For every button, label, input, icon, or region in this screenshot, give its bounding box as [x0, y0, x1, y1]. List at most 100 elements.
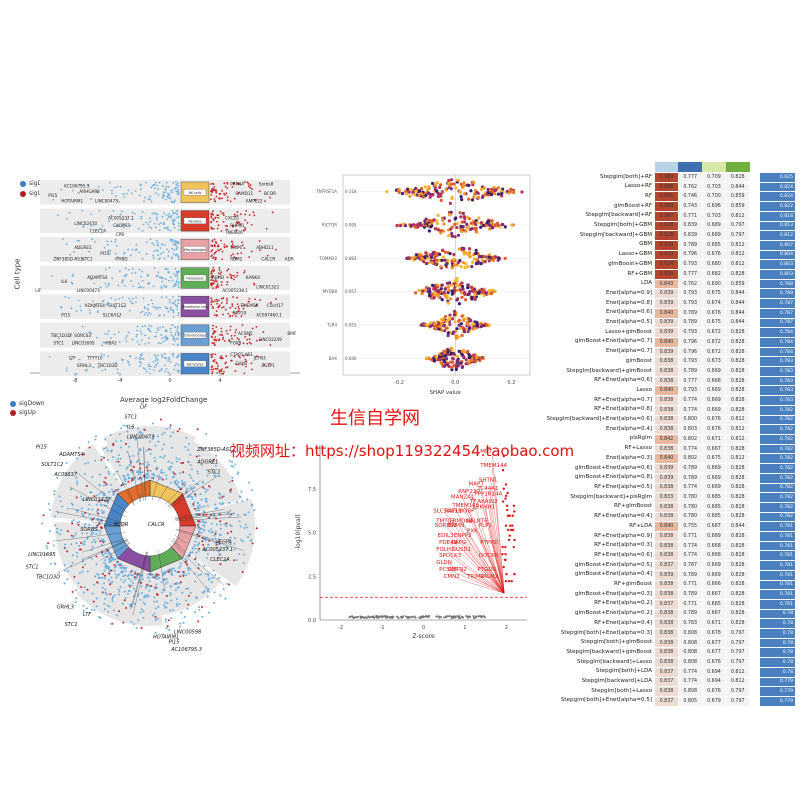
heatmap-row: GBM 0.939 0.789 0.685 0.812 0.807 — [540, 239, 795, 251]
circos-point — [214, 464, 217, 467]
shap-point — [458, 288, 462, 292]
deg-down-point — [168, 193, 171, 196]
shap-point — [420, 291, 424, 296]
circos-point — [230, 464, 233, 467]
circos-leader-line — [171, 540, 225, 586]
circos-point — [192, 504, 195, 507]
deg-down-point — [175, 272, 178, 275]
deg-up-point — [225, 355, 228, 358]
deg-down-point — [173, 239, 176, 242]
deg-down-point — [135, 335, 138, 338]
circos-point — [75, 542, 78, 545]
deg-up-point — [237, 191, 240, 194]
deg-down-point — [145, 252, 148, 255]
circos-point — [108, 491, 111, 494]
circos-point — [125, 424, 128, 427]
shap-point — [493, 223, 497, 227]
metric-cell: 0.675 — [701, 317, 727, 329]
metric-cell: 0.676 — [701, 424, 727, 435]
metric-cell: 0.800 — [677, 414, 703, 426]
volcano-gene-label: TMEM165 — [451, 503, 479, 509]
circos-leader-line — [174, 534, 187, 544]
circos-point — [145, 449, 148, 452]
circos-point — [156, 435, 159, 438]
deg-up-point — [241, 363, 244, 366]
circos-point — [235, 559, 238, 562]
shap-point — [434, 219, 439, 223]
circos-point — [74, 601, 77, 604]
circos-point — [246, 498, 249, 501]
deg-down-point — [142, 223, 145, 226]
deg-up-point — [210, 272, 213, 275]
metric-cell: 0.844 — [725, 307, 751, 319]
metric-cell: 0.783 — [677, 618, 703, 630]
deg-up-point — [253, 282, 255, 285]
shap-point — [475, 230, 479, 234]
deg-down-point — [140, 188, 142, 191]
deg-down-point — [110, 337, 112, 340]
deg-up-point — [226, 297, 228, 300]
circos-point — [114, 573, 117, 576]
model-name: RF+Enet[alpha=0.4] — [594, 513, 653, 520]
shap-point — [455, 279, 459, 283]
shap-point — [428, 357, 432, 361]
circos-point — [237, 471, 240, 474]
shap-point — [448, 251, 452, 256]
deg-up-point — [234, 370, 237, 373]
shap-point — [444, 188, 448, 192]
circos-point — [164, 620, 167, 623]
mean-bar: 0.779 — [759, 677, 795, 688]
shap-point — [447, 234, 451, 238]
deg-up-point — [243, 269, 246, 272]
metric-cell: 0.797 — [725, 637, 751, 649]
volcano-sig-point — [504, 483, 508, 486]
deg-down-point — [172, 182, 175, 184]
circos-point — [146, 461, 149, 464]
deg-down-point — [150, 325, 153, 328]
heatmap-gap — [750, 561, 760, 571]
circos-point — [217, 538, 220, 541]
deg-down-point — [140, 217, 142, 220]
deg-up-point — [219, 273, 222, 276]
heatmap-gap — [750, 182, 760, 192]
shap-point — [436, 320, 440, 324]
deg-down-point — [161, 215, 164, 218]
circos-point — [46, 547, 49, 550]
deg-down-point — [149, 198, 151, 201]
deg-down-point — [149, 195, 151, 198]
circos-point — [197, 530, 200, 533]
circos-point — [98, 484, 101, 487]
gene-label: LTF — [69, 356, 76, 361]
circos-point — [95, 503, 98, 506]
deg-up-point — [220, 306, 223, 309]
deg-down-point — [114, 241, 117, 243]
deg-down-point — [154, 181, 157, 184]
circos-point — [56, 530, 59, 533]
shap-point — [446, 331, 450, 335]
shap-x-tick-label: 0.2 — [507, 380, 515, 386]
deg-down-point — [116, 185, 119, 188]
circos-point — [110, 488, 113, 491]
deg-up-point — [235, 315, 237, 318]
circos-point — [122, 575, 125, 578]
deg-down-point — [127, 248, 130, 251]
deg-down-point — [77, 192, 80, 195]
deg-down-point — [160, 285, 163, 288]
deg-down-point — [168, 194, 170, 197]
deg-up-point — [212, 279, 214, 282]
gene-label: LINC01322 — [256, 284, 279, 289]
model-name: Enet[alpha=0.6] — [605, 309, 653, 316]
deg-up-point — [251, 187, 253, 190]
circos-point — [127, 445, 130, 448]
circos-point — [110, 622, 113, 625]
circos-point — [156, 475, 159, 478]
metric-cell: 0.774 — [677, 540, 703, 552]
circos-point — [197, 525, 200, 528]
deg-down-point — [57, 337, 60, 340]
circos-point — [227, 511, 230, 514]
circos-point — [143, 428, 146, 431]
deg-down-point — [169, 360, 172, 363]
deg-up-point — [255, 325, 258, 328]
deg-down-point — [166, 196, 169, 198]
shap-point — [473, 188, 478, 193]
